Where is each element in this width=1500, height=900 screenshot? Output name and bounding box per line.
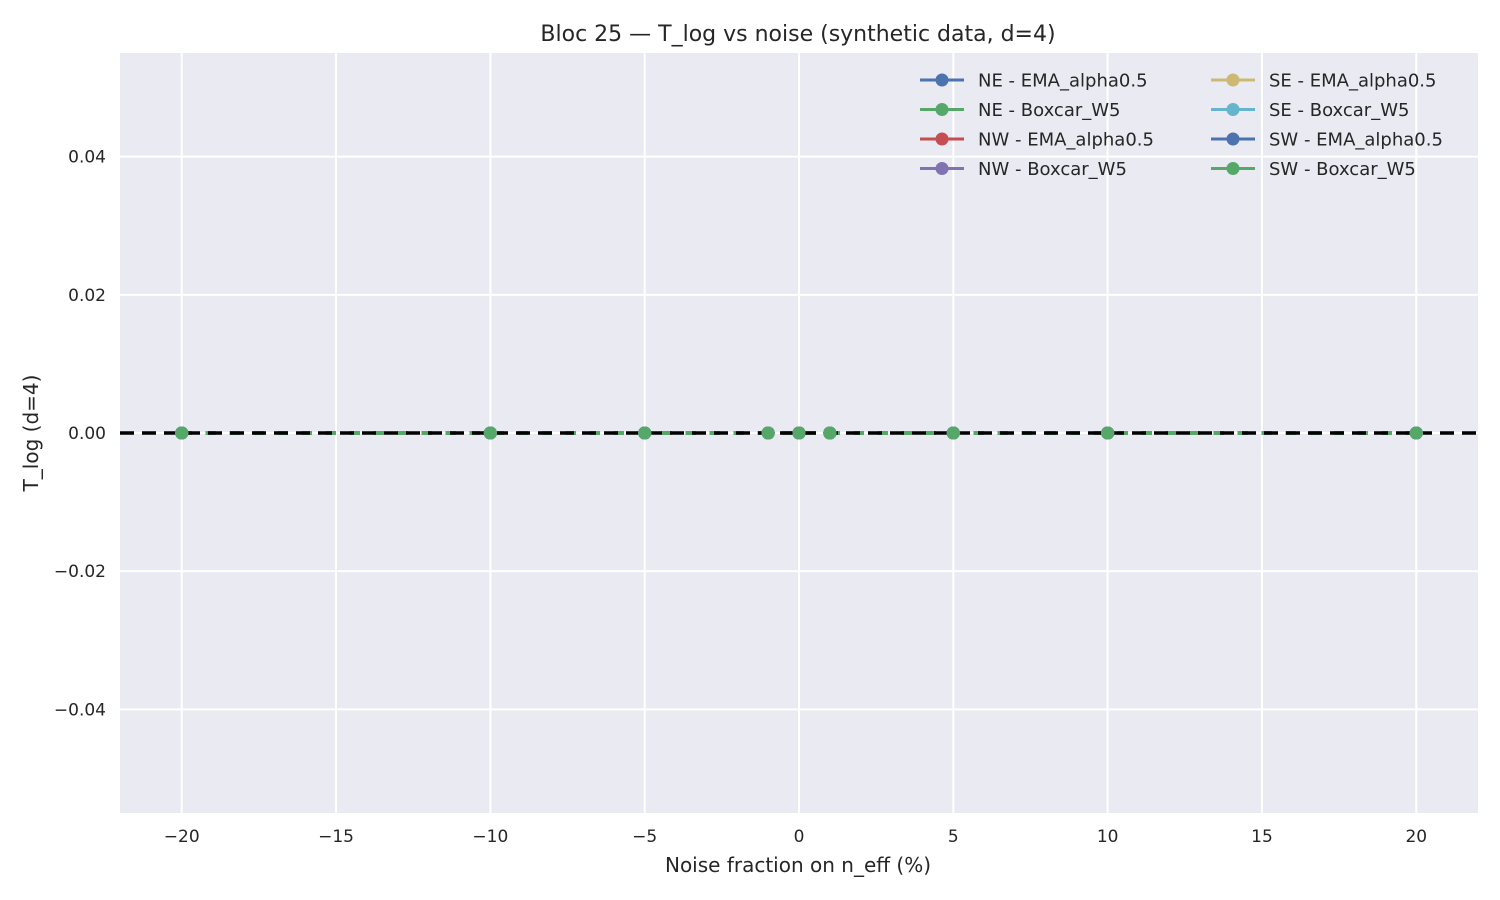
legend-label: NE - Boxcar_W5 (978, 100, 1121, 121)
x-tick-label: −5 (632, 827, 657, 847)
legend-label: SW - EMA_alpha0.5 (1269, 130, 1443, 151)
x-tick-label: 5 (948, 827, 959, 847)
data-point (638, 426, 652, 440)
x-tick-label: 15 (1251, 827, 1273, 847)
legend-entry: NW - Boxcar_W5 (920, 159, 1127, 180)
legend-entry: SE - Boxcar_W5 (1211, 100, 1409, 121)
data-point (761, 426, 775, 440)
legend-entry: SW - Boxcar_W5 (1211, 159, 1416, 180)
legend-label: SE - EMA_alpha0.5 (1269, 71, 1436, 92)
data-point (483, 426, 497, 440)
data-point (946, 426, 960, 440)
legend-entry: SE - EMA_alpha0.5 (1211, 71, 1436, 92)
legend-label: NW - Boxcar_W5 (978, 159, 1127, 180)
legend-swatch-marker (1226, 162, 1240, 175)
legend-swatch-marker (935, 73, 949, 87)
legend-swatch-marker (1226, 132, 1240, 146)
legend: NE - EMA_alpha0.5 NE - Boxcar_W5 NW - EMA_… (920, 71, 1443, 180)
legend-label: NW - EMA_alpha0.5 (978, 130, 1154, 151)
y-tick-label: 0.04 (68, 148, 106, 168)
legend-entry: NW - EMA_alpha0.5 (920, 130, 1154, 151)
y-tick-label: 0.02 (68, 286, 106, 306)
legend-entry: NE - Boxcar_W5 (920, 100, 1121, 121)
data-point (792, 426, 806, 440)
y-axis-ticks: 0.04 0.02 0.00 −0.02 −0.04 (54, 148, 106, 721)
y-axis-label: T_log (d=4) (19, 375, 43, 493)
x-tick-label: −10 (472, 827, 508, 847)
y-tick-label: −0.02 (54, 562, 106, 582)
x-tick-label: −20 (164, 827, 200, 847)
y-tick-label: 0.00 (68, 424, 106, 444)
x-tick-label: 10 (1097, 827, 1119, 847)
y-tick-label: −0.04 (54, 700, 106, 720)
legend-swatch-marker (935, 103, 949, 116)
data-point (823, 426, 837, 440)
x-axis-ticks: −20 −15 −10 −5 0 5 10 15 20 (164, 827, 1427, 847)
legend-swatch-marker (935, 162, 949, 175)
chart-title: Bloc 25 — T_log vs noise (synthetic data… (540, 22, 1055, 47)
data-point (175, 426, 189, 440)
legend-swatch-marker (935, 132, 949, 146)
markers-top (175, 426, 1423, 440)
legend-swatch-marker (1226, 103, 1240, 116)
legend-entry: SW - EMA_alpha0.5 (1211, 130, 1443, 151)
data-point (1409, 426, 1423, 440)
x-tick-label: −15 (318, 827, 354, 847)
data-point (1101, 426, 1115, 440)
legend-entry: NE - EMA_alpha0.5 (920, 71, 1148, 92)
legend-swatch-marker (1226, 73, 1240, 87)
x-tick-label: 0 (794, 827, 805, 847)
x-axis-label: Noise fraction on n_eff (%) (665, 853, 931, 877)
legend-label: SW - Boxcar_W5 (1269, 159, 1416, 180)
legend-label: NE - EMA_alpha0.5 (978, 71, 1148, 92)
x-tick-label: 20 (1405, 827, 1427, 847)
legend-label: SE - Boxcar_W5 (1269, 100, 1409, 121)
